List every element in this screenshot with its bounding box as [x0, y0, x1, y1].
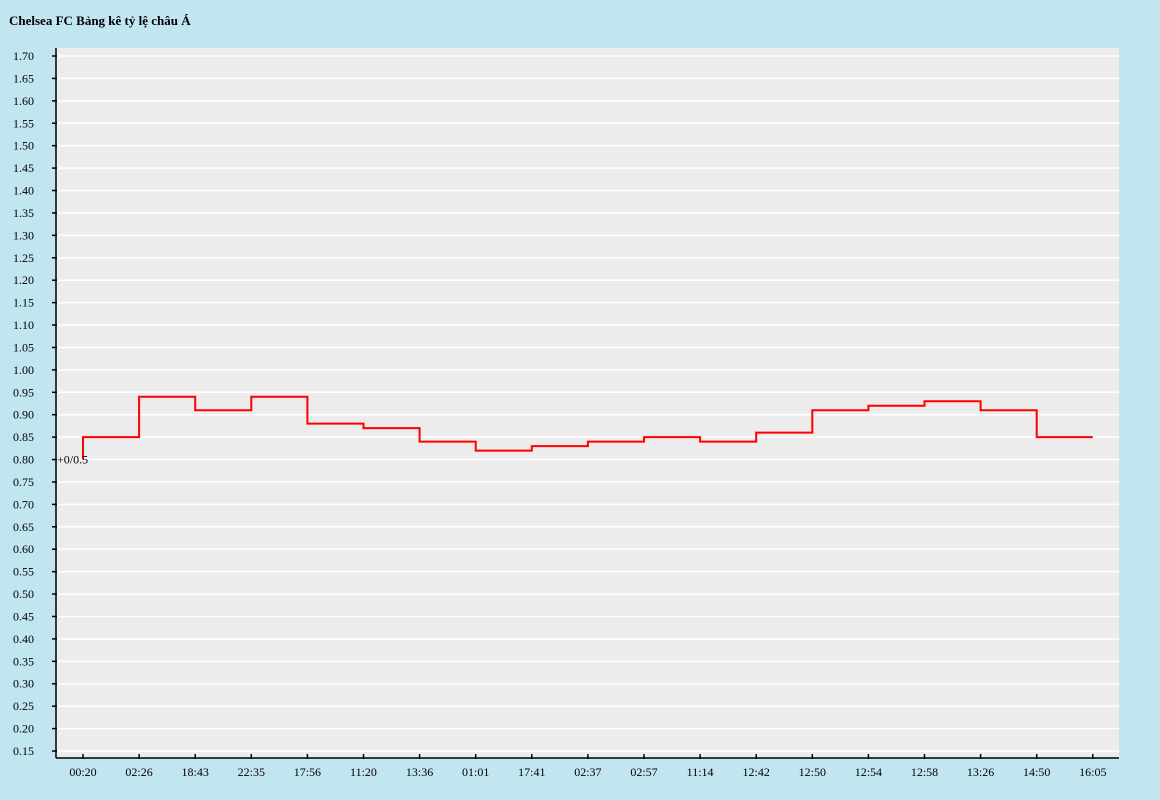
- x-tick-label: 12:58: [911, 765, 938, 779]
- y-tick-label: 0.40: [13, 632, 34, 646]
- y-tick-label: 0.50: [13, 587, 34, 601]
- y-tick-label: 0.25: [13, 699, 34, 713]
- x-tick-label: 12:50: [799, 765, 826, 779]
- y-tick-label: 1.55: [13, 116, 34, 130]
- chart-title: Chelsea FC Bảng kê tỷ lệ châu Á: [9, 13, 191, 28]
- y-tick-label: 0.15: [13, 744, 34, 758]
- x-tick-label: 02:37: [574, 765, 601, 779]
- y-tick-label: 1.35: [13, 206, 34, 220]
- x-tick-label: 13:36: [406, 765, 433, 779]
- y-tick-label: 1.15: [13, 296, 34, 310]
- plot-background: [56, 48, 1119, 758]
- y-tick-label: 1.25: [13, 251, 34, 265]
- grid-lines: [56, 55, 1119, 752]
- annotation-layer: +0/0.5: [57, 453, 88, 467]
- y-tick-label: 0.80: [13, 453, 34, 467]
- x-tick-label: 14:50: [1023, 765, 1050, 779]
- y-tick-label: 1.20: [13, 273, 34, 287]
- series-line: [82, 395, 1093, 460]
- y-tick-label: 1.05: [13, 340, 34, 354]
- x-tick-label: 17:41: [518, 765, 545, 779]
- x-tick-label: 12:54: [855, 765, 882, 779]
- y-tick-label: 1.65: [13, 71, 34, 85]
- y-tick-label: 0.20: [13, 722, 34, 736]
- x-tick-label: 13:26: [967, 765, 994, 779]
- y-tick-label: 0.70: [13, 497, 34, 511]
- series-layer: [82, 395, 1093, 460]
- y-tick-label: 1.10: [13, 318, 34, 332]
- x-tick-label: 02:57: [630, 765, 657, 779]
- y-axis: 0.15 0.20 0.25 0.30 0.35 0.40 0.45 0.50 0.55 0.60…: [13, 48, 57, 758]
- y-tick-label: 0.35: [13, 654, 34, 668]
- y-tick-label: 1.40: [13, 184, 34, 198]
- x-tick-label: 11:14: [687, 765, 714, 779]
- y-tick-label: 0.65: [13, 520, 34, 534]
- y-tick-label: 1.45: [13, 161, 34, 175]
- y-tick-label: 0.95: [13, 385, 34, 399]
- x-tick-label: 16:05: [1079, 765, 1106, 779]
- y-tick-label: 0.85: [13, 430, 34, 444]
- x-tick-label: 18:43: [182, 765, 209, 779]
- x-tick-label: 22:35: [238, 765, 265, 779]
- x-tick-label: 17:56: [294, 765, 321, 779]
- y-tick-label: 1.70: [13, 49, 34, 63]
- y-tick-label: 1.50: [13, 139, 34, 153]
- y-tick-label: 1.60: [13, 94, 34, 108]
- x-tick-label: 00:20: [69, 765, 96, 779]
- x-tick-label: 12:42: [743, 765, 770, 779]
- x-axis: 00:20 02:26 18:43 22:35 17:56 11:20 13:36 01:01…: [56, 754, 1119, 779]
- y-tick-label: 0.90: [13, 408, 34, 422]
- handicap-annotation: +0/0.5: [57, 453, 88, 467]
- y-tick-label: 1.30: [13, 228, 34, 242]
- y-tick-label: 0.75: [13, 475, 34, 489]
- x-tick-label: 11:20: [350, 765, 377, 779]
- y-tick-label: 0.60: [13, 542, 34, 556]
- x-tick-label: 02:26: [125, 765, 152, 779]
- y-tick-label: 1.00: [13, 363, 34, 377]
- y-tick-label: 0.45: [13, 609, 34, 623]
- y-tick-label: 0.30: [13, 677, 34, 691]
- x-tick-label: 01:01: [462, 765, 489, 779]
- y-tick-label: 0.55: [13, 565, 34, 579]
